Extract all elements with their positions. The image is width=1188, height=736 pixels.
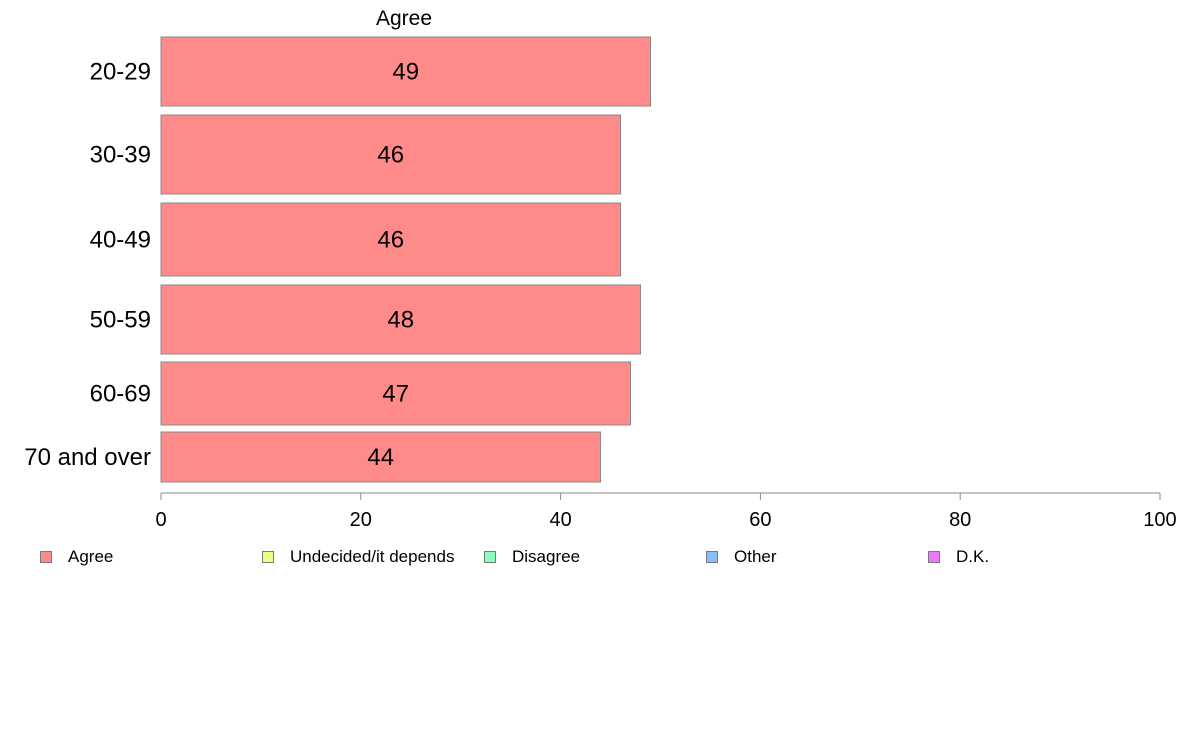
legend-item: Other bbox=[706, 546, 777, 568]
legend-label: D.K. bbox=[956, 547, 990, 566]
data-label: 46 bbox=[377, 227, 404, 254]
legend-item: Agree bbox=[40, 546, 113, 568]
bar-chart: Agree 49 46 46 48 47 44 20-29 30-39 40-49 50-59 6… bbox=[24, 7, 1176, 531]
chart-legend: Agree Undecided/it depends Disagree Other D.… bbox=[0, 546, 1188, 570]
bar-40-49 bbox=[160, 202, 622, 277]
legend-swatch bbox=[262, 551, 274, 563]
y-tick-label: 60-69 bbox=[90, 381, 151, 408]
bar-60-69 bbox=[160, 361, 632, 426]
x-tick-label: 100 bbox=[1143, 509, 1176, 531]
bar-70-and-over bbox=[160, 431, 602, 483]
data-label: 48 bbox=[387, 307, 414, 334]
legend-swatch bbox=[706, 551, 718, 563]
legend-label: Disagree bbox=[512, 547, 581, 566]
y-tick-label: 70 and over bbox=[24, 444, 151, 471]
data-label: 46 bbox=[377, 142, 404, 169]
x-tick-label: 0 bbox=[155, 509, 166, 531]
data-label: 47 bbox=[382, 381, 409, 408]
x-tick-label: 20 bbox=[350, 509, 372, 531]
data-label: 44 bbox=[367, 444, 394, 471]
legend-swatch bbox=[928, 551, 940, 563]
legend-item: Undecided/it depends bbox=[262, 546, 454, 568]
y-tick-label: 50-59 bbox=[90, 307, 151, 334]
y-tick-label: 30-39 bbox=[90, 142, 151, 169]
x-tick-label: 60 bbox=[749, 509, 771, 531]
legend-item: D.K. bbox=[928, 546, 989, 568]
legend-label: Undecided/it depends bbox=[290, 547, 455, 566]
bar-20-29 bbox=[160, 36, 652, 107]
y-tick-label: 20-29 bbox=[90, 59, 151, 86]
legend-label: Agree bbox=[68, 547, 114, 566]
bar-50-59 bbox=[160, 284, 642, 355]
legend-swatch bbox=[40, 551, 52, 563]
legend-swatch bbox=[484, 551, 496, 563]
x-tick-label: 40 bbox=[549, 509, 571, 531]
y-tick-label: 40-49 bbox=[90, 227, 151, 254]
chart-title: Agree bbox=[376, 7, 432, 30]
x-tick-label: 80 bbox=[949, 509, 971, 531]
data-label: 49 bbox=[392, 59, 419, 86]
legend-item: Disagree bbox=[484, 546, 580, 568]
bar-30-39 bbox=[160, 114, 622, 195]
legend-label: Other bbox=[734, 547, 777, 566]
